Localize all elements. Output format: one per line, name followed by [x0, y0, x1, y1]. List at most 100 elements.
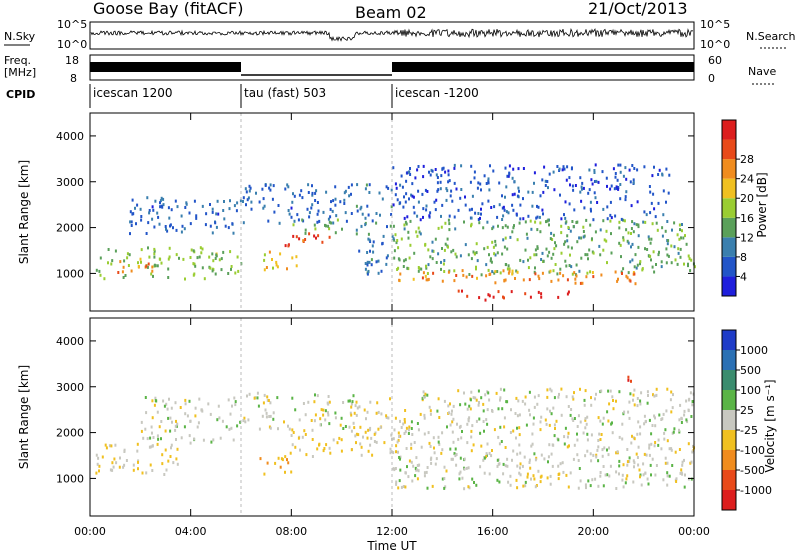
cpid-label: CPID — [6, 88, 35, 101]
echo-region — [95, 442, 179, 476]
site-title: Goose Bay (fitACF) — [93, 0, 243, 18]
x-tick-label: 00:00 — [74, 525, 106, 538]
echo-region — [242, 391, 356, 431]
power-colorbar-label: Power [dB] — [755, 172, 769, 237]
velocity-panel — [95, 318, 695, 516]
colorbar-swatch — [722, 237, 736, 257]
freq-block — [90, 62, 241, 72]
colorbar-swatch — [722, 350, 736, 370]
colorbar-swatch — [722, 470, 736, 490]
colorbar-swatch — [722, 370, 736, 390]
colorbar-tick-label: 28 — [740, 153, 754, 166]
colorbar-swatch — [722, 198, 736, 218]
y-tick-label: 2000 — [56, 222, 84, 235]
cpid-strip: icescan 1200 tau (fast) 503 icescan -1200 — [89, 84, 479, 108]
y-tick-label: 3000 — [56, 176, 84, 189]
colorbar-tick-label: -25 — [740, 424, 758, 437]
velocity-y-axis: 1000 2000 3000 4000 — [56, 318, 695, 516]
colorbar-frame — [721, 329, 737, 511]
colorbar-tick-label: 24 — [740, 173, 754, 186]
y-tick-label: 4000 — [56, 335, 84, 348]
nave-tick-bottom: 0 — [708, 72, 715, 85]
freq-tick-bottom: 8 — [70, 72, 77, 85]
velocity-y-label: Slant Range [km] — [17, 365, 31, 469]
colorbar-tick-label: 1000 — [740, 344, 768, 357]
echo-region — [392, 218, 696, 277]
power-colorbar: 4 8 12 16 20 24 28 — [721, 119, 754, 297]
colorbar-swatch — [722, 410, 736, 430]
colorbar-tick-label: 25 — [740, 404, 754, 417]
colorbar-swatch — [722, 217, 736, 238]
freq-label: Freq. — [4, 54, 31, 67]
colorbar-swatch — [722, 330, 736, 350]
echo-region — [457, 289, 570, 302]
power-y-axis: 1000 2000 3000 4000 — [56, 113, 695, 311]
x-tick-label: 12:00 — [376, 525, 408, 538]
echo-region — [129, 196, 242, 236]
x-tick-label: 20:00 — [577, 525, 609, 538]
echo-region — [263, 250, 298, 272]
echo-region — [292, 218, 343, 235]
nsky-tick-top: 10^5 — [57, 18, 87, 31]
nsearch-label: N.Search — [746, 30, 796, 43]
colorbar-tick-label: 100 — [740, 384, 761, 397]
colorbar-tick-label: 20 — [740, 192, 754, 205]
x-tick-label: 16:00 — [477, 525, 509, 538]
x-tick-label: 04:00 — [175, 525, 207, 538]
echo-region — [259, 456, 293, 476]
echo-region — [117, 260, 154, 274]
colorbar-tick-label: -1000 — [740, 484, 772, 497]
echo-region — [95, 246, 243, 281]
freq-trace — [90, 62, 694, 76]
velocity-colorbar-label: Velocity [m s⁻¹] — [763, 379, 777, 472]
cpid-segment-label: icescan 1200 — [93, 86, 172, 100]
nsky-trace — [90, 28, 694, 42]
x-axis: 00:00 04:00 08:00 12:00 16:00 20:00 00:00 — [74, 525, 710, 538]
cpid-segment-label: icescan -1200 — [395, 86, 479, 100]
colorbar-swatch — [722, 490, 736, 510]
colorbar-tick-label: 16 — [740, 212, 754, 225]
colorbar-swatch — [722, 256, 736, 277]
x-tick-label: 08:00 — [275, 525, 307, 538]
colorbar-swatch — [722, 390, 736, 410]
colorbar-swatch — [722, 159, 736, 179]
echo-region — [284, 428, 343, 459]
colorbar-tick-label: 4 — [740, 270, 747, 283]
colorbar-swatch — [722, 430, 736, 450]
cpid-segment-label: tau (fast) 503 — [244, 86, 326, 100]
y-tick-label: 3000 — [56, 381, 84, 394]
colorbar-frame — [721, 119, 737, 297]
nsky-line — [90, 28, 694, 42]
echo-region — [392, 418, 695, 491]
nave-tick-top: 60 — [708, 54, 722, 67]
colorbar-tick-label: 12 — [740, 231, 754, 244]
colorbar-swatch — [722, 120, 736, 140]
echo-region — [355, 183, 394, 276]
colorbar-tick-label: -100 — [740, 444, 765, 457]
nave-label: Nave — [748, 65, 776, 78]
freq-tick-top: 18 — [65, 54, 79, 67]
nsearch-tick-top: 10^5 — [700, 18, 730, 31]
echo-region — [350, 397, 407, 457]
echo-region — [419, 387, 695, 422]
colorbar-swatch — [722, 276, 736, 296]
nsky-label: N.Sky — [4, 30, 36, 43]
beam-title: Beam 02 — [355, 3, 427, 22]
echo-region — [392, 163, 671, 222]
power-y-label: Slant Range [km] — [17, 160, 31, 264]
freq-unit-label: [MHz] — [4, 66, 36, 79]
colorbar-swatch — [722, 139, 736, 160]
y-tick-label: 1000 — [56, 267, 84, 280]
power-panel — [95, 113, 696, 311]
x-tick-label: 00:00 — [678, 525, 710, 538]
echo-region — [627, 375, 632, 383]
nsky-strip-frame — [89, 21, 695, 50]
y-tick-label: 2000 — [56, 427, 84, 440]
echo-region — [284, 232, 331, 248]
freq-block — [392, 62, 694, 72]
x-axis-label: Time UT — [366, 539, 417, 553]
colorbar-swatch — [722, 450, 736, 470]
date-title: 21/Oct/2013 — [588, 0, 688, 18]
y-tick-label: 1000 — [56, 472, 84, 485]
